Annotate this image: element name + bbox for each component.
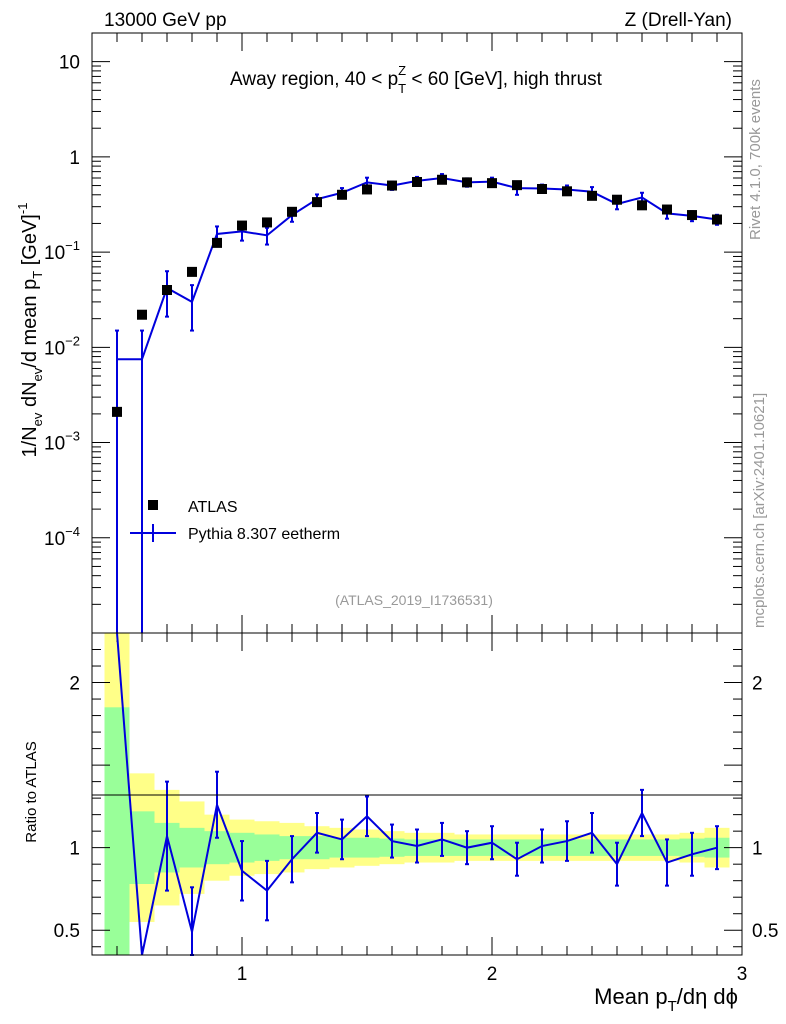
y-axis-label: 1/Nev dNev/d mean pT [GeV]-1 [15, 203, 45, 458]
y-tick-label: 1 [69, 148, 80, 169]
header-right: Z (Drell-Yan) [625, 10, 732, 31]
atlas-data-point [312, 197, 322, 208]
ratio-band-inner [354, 837, 380, 858]
atlas-data-point [637, 200, 647, 211]
atlas-data-point [387, 180, 397, 191]
analysis-id: (ATLAS_2019_I1736531) [335, 592, 493, 608]
atlas-data-point [712, 214, 722, 225]
atlas-data-point [662, 204, 672, 215]
ratio-band-inner [254, 834, 280, 861]
y-tick-label: 10−3 [44, 429, 80, 455]
pythia-line [117, 177, 718, 361]
y-tick-label: 10−2 [44, 333, 80, 359]
tick-labels: 1 2 3 10 1 10−1 10−2 10−3 10−4 2 2 1 1 0.5 0.5 [44, 53, 778, 985]
atlas-data-point [612, 194, 622, 205]
atlas-data-point [462, 177, 472, 188]
ratio-plot-frame [91, 632, 743, 956]
x-axis-label: Mean pT/dη dϕ [594, 984, 738, 1015]
atlas-data-point [287, 206, 297, 217]
legend-label-atlas: ATLAS [188, 499, 238, 516]
plot-title: Away region, 40 < pTZ < 60 [GeV], high t… [230, 63, 603, 96]
atlas-data-point [587, 190, 597, 201]
main-plot-marks [112, 173, 722, 633]
atlas-data-point [437, 174, 447, 185]
atlas-data-point [337, 189, 347, 200]
ratio-band-inner [629, 839, 655, 856]
atlas-data-point [237, 220, 247, 231]
ratio-y-tick-label-left: 2 [69, 674, 80, 695]
ratio-bands [104, 633, 730, 955]
ratio-y-tick-label-left: 0.5 [54, 921, 80, 942]
x-tick-label: 3 [737, 964, 748, 985]
atlas-data-point [137, 309, 147, 320]
ratio-y-tick-label-right: 1 [752, 839, 763, 860]
atlas-data-point [112, 406, 122, 417]
atlas-data-point [187, 266, 197, 277]
x-tick-label: 2 [487, 964, 498, 985]
atlas-data-point [687, 210, 697, 221]
ratio-band-inner [179, 827, 205, 868]
y-tick-label: 10−1 [44, 238, 80, 264]
atlas-data-point [162, 285, 172, 296]
ratio-y-tick-label-left: 1 [69, 839, 80, 860]
ratio-y-tick-label-right: 0.5 [752, 921, 778, 942]
ratio-y-tick-label-right: 2 [752, 674, 763, 695]
side-text-rivet: Rivet 4.1.0, 700k events [747, 79, 764, 240]
side-text-mcplots: mcplots.cern.ch [arXiv:2401.10621] [751, 393, 768, 628]
ratio-pythia-line [116, 632, 718, 956]
legend-label-pythia: Pythia 8.307 eetherm [188, 526, 340, 543]
atlas-data-point [412, 176, 422, 187]
x-tick-label: 1 [237, 964, 248, 985]
atlas-data-point [362, 184, 372, 195]
ratio-y-axis-label: Ratio to ATLAS [23, 741, 40, 842]
atlas-data-point [212, 237, 222, 248]
atlas-data-point [562, 186, 572, 197]
atlas-data-point [262, 217, 272, 228]
atlas-data-point [487, 178, 497, 189]
main-plot-frame [91, 32, 743, 634]
legend-marker-atlas [148, 500, 158, 510]
ratio-plot-marks [116, 632, 719, 956]
y-tick-label: 10−4 [44, 524, 80, 550]
header-left: 13000 GeV pp [104, 10, 227, 31]
atlas-data-point [512, 180, 522, 191]
atlas-data-point [537, 184, 547, 195]
y-tick-label: 10 [59, 53, 80, 74]
